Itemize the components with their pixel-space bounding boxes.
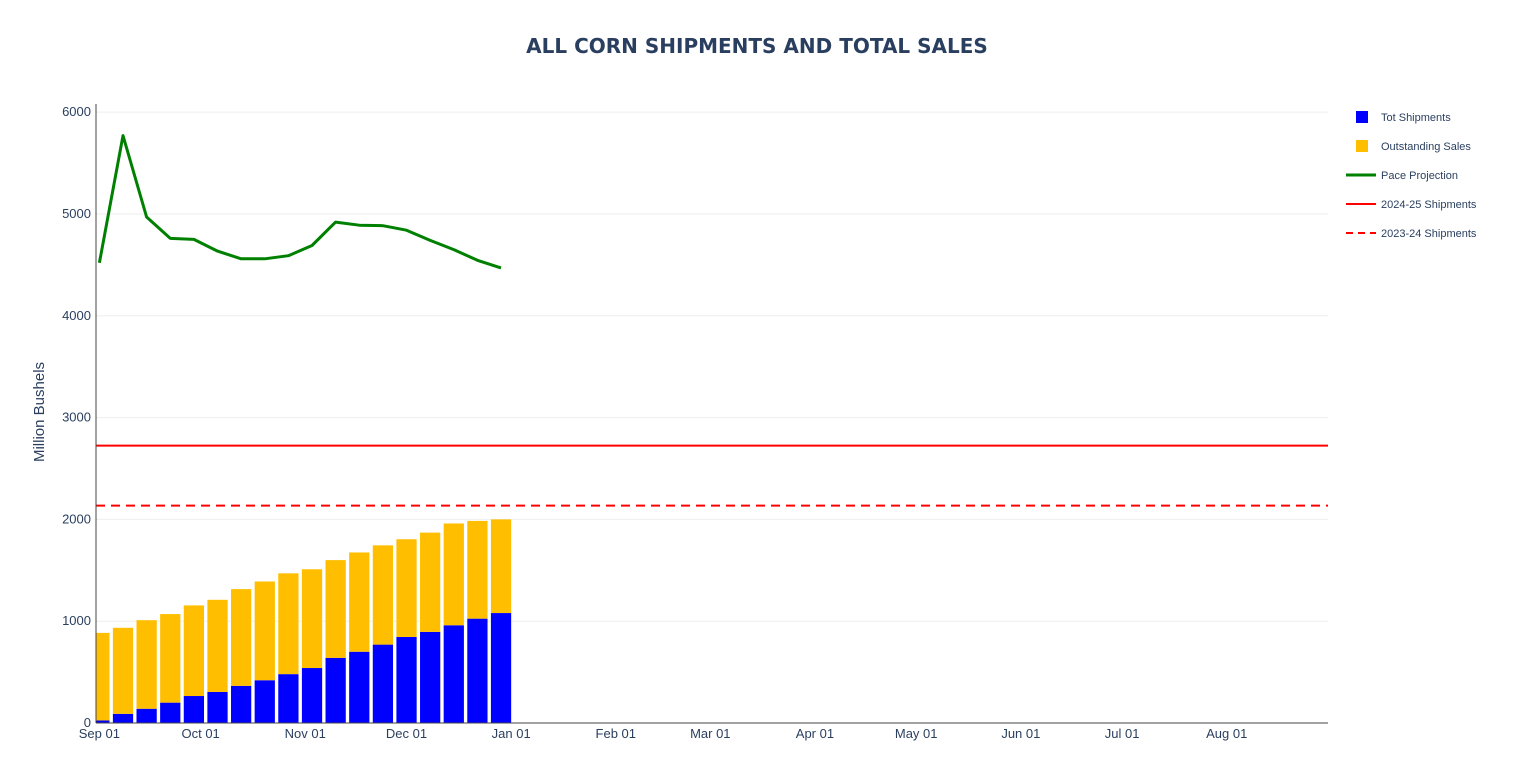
bar-tot-shipments [112,713,134,723]
x-tick-label: May 01 [895,726,938,741]
bar-outstanding-sales [490,519,512,614]
bar-outstanding-sales [467,520,488,619]
legend[interactable]: Tot Shipments Outstanding Sales Pace Proje… [1346,111,1477,240]
legend-label: Tot Shipments [1381,112,1451,124]
bar-tot-shipments [231,685,252,723]
grid-lines [96,111,1328,622]
x-tick-label: Sep 01 [79,726,120,741]
bar-outstanding-sales [372,545,394,645]
y-tick-label: 1000 [62,613,91,628]
x-tick-label: Jun 01 [1001,726,1040,741]
bar-outstanding-sales [301,569,323,669]
legend-item[interactable]: 2023-24 Shipments [1346,228,1477,240]
bar-tot-shipments [372,644,394,723]
legend-swatch [1356,140,1368,152]
legend-item[interactable]: Tot Shipments [1356,111,1451,124]
bar-outstanding-sales [420,532,441,632]
bar-outstanding-sales [136,620,157,709]
bar-tot-shipments [467,618,488,723]
bar-tot-shipments [396,636,417,723]
x-tick-label: Nov 01 [285,726,326,741]
chart-title: ALL CORN SHIPMENTS AND TOTAL SALES [526,34,988,58]
y-tick-label: 5000 [62,206,91,221]
bar-tot-shipments [301,668,323,723]
legend-label: 2024-25 Shipments [1381,199,1477,211]
bar-tot-shipments [278,674,299,723]
y-tick-label: 6000 [62,104,91,119]
bar-outstanding-sales [396,539,417,637]
legend-label: Outstanding Sales [1381,141,1471,153]
y-axis-title: Million Bushels [31,362,48,462]
legend-item[interactable]: Outstanding Sales [1356,140,1471,153]
bar-tot-shipments [254,680,275,723]
legend-item[interactable]: Pace Projection [1346,170,1458,182]
bar-tot-shipments [136,708,157,723]
legend-label: 2023-24 Shipments [1381,228,1477,240]
y-tick-label: 4000 [62,308,91,323]
bar-outstanding-sales [278,573,299,675]
x-tick-label: Mar 01 [690,726,730,741]
reference-lines [96,444,1328,507]
bar-outstanding-sales [349,552,370,652]
bar-tot-shipments [160,702,181,723]
bar-tot-shipments [443,625,464,723]
bar-outstanding-sales [231,589,252,686]
x-tick-label: Apr 01 [796,726,834,741]
y-tick-label: 3000 [62,410,91,425]
y-tick-label: 0 [84,715,91,730]
bars [96,519,512,723]
x-tick-label: Oct 01 [181,726,219,741]
axes [95,104,1328,724]
bar-outstanding-sales [183,605,205,697]
bar-tot-shipments [490,613,512,723]
legend-swatch [1356,111,1368,123]
tick-labels: 0 1000 2000 3000 4000 5000 6000 Sep 01 Oct 01 Nov… [62,104,1247,741]
y-tick-label: 2000 [62,511,91,526]
x-tick-label: Feb 01 [596,726,636,741]
x-tick-label: Jan 01 [492,726,531,741]
bar-tot-shipments [420,631,441,723]
bar-tot-shipments [325,657,346,723]
pace-line-layer [97,134,502,270]
bar-outstanding-sales [112,627,134,714]
bar-outstanding-sales [207,599,228,692]
bar-outstanding-sales [254,581,275,681]
pace-projection-line [97,134,502,270]
bar-outstanding-sales [160,614,181,703]
x-tick-label: Dec 01 [386,726,427,741]
bar-tot-shipments [349,651,370,723]
bar-tot-shipments [183,696,205,723]
legend-label: Pace Projection [1381,170,1458,182]
bar-outstanding-sales [443,523,464,626]
bar-tot-shipments [207,691,228,723]
x-tick-label: Aug 01 [1206,726,1247,741]
bar-outstanding-sales [325,560,346,658]
bar-outstanding-sales [96,632,110,721]
legend-item[interactable]: 2024-25 Shipments [1346,199,1477,211]
bar-tot-shipments [96,720,110,723]
x-tick-label: Jul 01 [1105,726,1140,741]
